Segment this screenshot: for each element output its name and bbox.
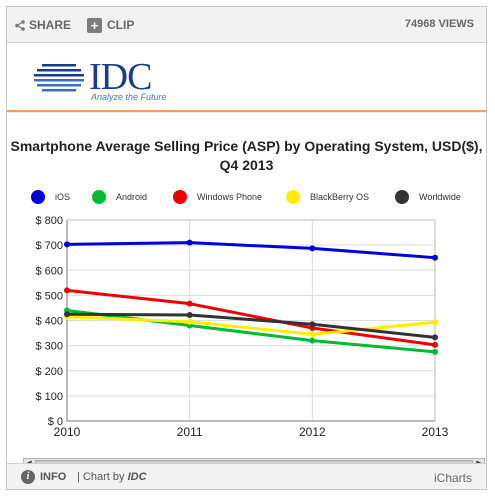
chart-by-label: | Chart by [77, 471, 125, 483]
share-label: SHARE [29, 18, 72, 32]
orange-divider [7, 110, 486, 112]
legend-swatch-android [92, 190, 106, 204]
idc-logo-text: IDC [89, 56, 152, 98]
legend-swatch-blackberry [286, 190, 300, 204]
y-tick-label: $ 0 [48, 416, 63, 428]
y-tick-label: $ 100 [35, 391, 63, 403]
share-button[interactable]: SHARE [15, 17, 71, 33]
icharts-link[interactable]: iCharts [433, 471, 472, 485]
data-point-windows-phone [186, 300, 193, 307]
x-tick-label: 2012 [299, 425, 326, 439]
views-count: 74968 VIEWS [404, 18, 474, 30]
chart-by-credit: | Chart by IDC [77, 471, 147, 483]
series-line-worldwide [66, 312, 436, 339]
chart-legend: iOS Android Windows Phone BlackBerry OS … [7, 190, 486, 208]
y-tick-label: $ 700 [35, 240, 63, 252]
idc-globe-icon [34, 64, 84, 92]
series-line-windows-phone [66, 288, 436, 347]
x-tick-label: 2011 [177, 425, 203, 439]
legend-swatch-windows-phone [173, 190, 187, 204]
y-tick-label: $ 400 [35, 316, 63, 328]
legend-label-windows-phone: Windows Phone [197, 192, 263, 202]
legend-label-android: Android [116, 192, 148, 202]
y-tick-label: $ 600 [35, 265, 63, 277]
data-point-blackberry-os [309, 331, 316, 338]
info-link[interactable]: INFO [40, 471, 67, 483]
clip-label: CLIP [107, 18, 135, 32]
data-point-ios [309, 245, 316, 252]
legend-item-windows-phone[interactable]: Windows Phone [173, 190, 262, 204]
y-tick-label: $ 200 [35, 366, 63, 378]
data-point-android [309, 337, 316, 344]
data-point-windows-phone [432, 341, 438, 348]
data-point-worldwide [309, 321, 316, 328]
data-point-ios [432, 254, 438, 261]
line-chart: $ 0 $ 100 $ 200 $ 300 $ 400 $ 500 $ 600 $ 700 $ … [35, 215, 449, 439]
x-tick-label: 2010 [54, 425, 81, 439]
info-icon[interactable]: i [21, 470, 35, 484]
y-tick-label: $ 300 [35, 341, 63, 353]
y-tick-label: $ 500 [35, 290, 63, 302]
toolbar: SHARE + CLIP 74968 VIEWS [7, 7, 486, 43]
legend-item-worldwide[interactable]: Worldwide [395, 190, 461, 204]
legend-label-worldwide: Worldwide [419, 192, 461, 202]
data-point-ios [64, 241, 70, 248]
series-line-ios [66, 241, 436, 260]
chart-by-brand: IDC [127, 471, 147, 483]
legend-item-ios[interactable]: iOS [31, 190, 70, 204]
share-icon [15, 19, 25, 31]
legend-item-blackberry[interactable]: BlackBerry OS [286, 190, 369, 204]
legend-item-android[interactable]: Android [92, 190, 147, 204]
series-line-blackberry-os [66, 315, 436, 336]
clip-button[interactable]: + CLIP [87, 17, 134, 33]
plus-icon: + [87, 17, 102, 33]
chart-title: Smartphone Average Selling Price (ASP) b… [10, 138, 483, 173]
legend-swatch-worldwide [395, 190, 409, 204]
data-point-windows-phone [64, 287, 70, 294]
x-tick-label: 2013 [422, 425, 449, 439]
logo-banner: IDC Analyze the Future [7, 44, 486, 113]
legend-label-ios: iOS [55, 192, 71, 202]
legend-swatch-ios [31, 190, 45, 204]
footer-bar: i INFO | Chart by IDC iCharts [7, 463, 486, 489]
data-point-blackberry-os [186, 318, 193, 325]
data-point-worldwide [64, 311, 70, 318]
legend-label-blackberry: BlackBerry OS [310, 192, 370, 202]
data-point-android [432, 348, 438, 355]
data-point-ios [186, 239, 193, 246]
chart-widget: SHARE + CLIP 74968 VIEWS IDC Analyze the… [6, 6, 487, 490]
data-point-blackberry-os [432, 319, 438, 326]
data-point-worldwide [432, 334, 438, 341]
y-tick-label: $ 800 [35, 215, 63, 227]
data-point-worldwide [186, 311, 193, 318]
tagline: Analyze the Future [91, 92, 167, 102]
